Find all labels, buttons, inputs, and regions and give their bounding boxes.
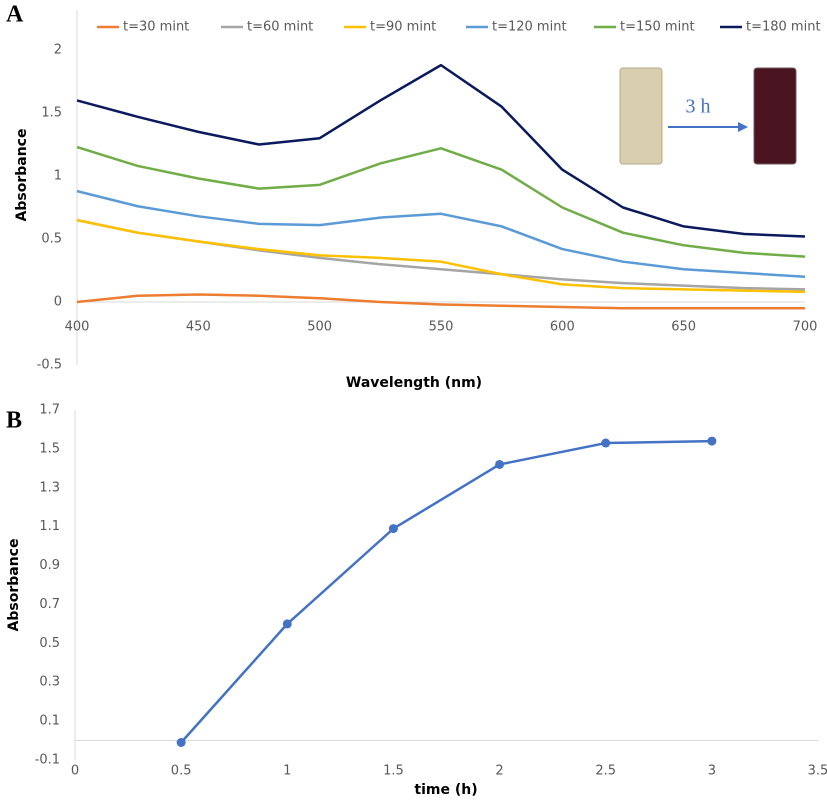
x-tick-label: 0 [71, 764, 79, 779]
y-tick-label: 0.5 [41, 232, 62, 247]
series-line [76, 293, 805, 310]
panel-label: B [6, 408, 22, 434]
x-tick-label: 550 [429, 320, 454, 335]
vial-after [753, 67, 797, 165]
marker [282, 619, 292, 629]
legend-label: t=120 mint [492, 20, 567, 35]
y-tick-label: 2 [54, 43, 62, 58]
y-tick-label: 0.3 [39, 675, 60, 690]
marker [707, 436, 717, 446]
marker [601, 438, 611, 448]
x-tick-label: 3 [708, 764, 716, 779]
annotation: 3 h [686, 96, 711, 118]
y-tick-label: 1.3 [39, 480, 60, 495]
x-axis-title: Wavelength (nm) [346, 375, 482, 391]
y-tick-label: 1.7 [39, 403, 60, 418]
marker [495, 459, 505, 469]
series-line [76, 218, 806, 294]
x-axis-title: time (h) [414, 782, 477, 798]
x-tick-label: 600 [550, 320, 575, 335]
marker [176, 738, 186, 747]
y-tick-label: 1.1 [39, 519, 60, 534]
legend-label: t=180 mint [746, 20, 821, 35]
x-tick-label: 3.5 [808, 764, 827, 779]
legend-label: t=90 mint [370, 20, 436, 35]
y-tick-label: 0.5 [39, 636, 60, 651]
y-tick-label: 0.7 [39, 597, 60, 612]
y-tick-label: 1.5 [41, 106, 62, 121]
y-axis-title: Absorbance [6, 539, 22, 632]
x-tick-label: 2.5 [595, 764, 616, 779]
y-axis-title: Absorbance [14, 129, 30, 222]
x-tick-label: 1 [283, 764, 291, 779]
x-tick-label: 0.5 [171, 764, 192, 779]
legend-label: t=150 mint [620, 20, 695, 35]
vial-before [619, 67, 663, 165]
x-tick-label: 400 [65, 320, 90, 335]
x-tick-label: 450 [186, 320, 211, 335]
x-tick-label: 1.5 [383, 764, 404, 779]
y-tick-label: 0.9 [39, 558, 60, 573]
legend-label: t=30 mint [123, 20, 189, 35]
series-line [76, 63, 806, 238]
panel-label: A [6, 2, 24, 28]
arrow-head [738, 122, 748, 132]
legend-label: t=60 mint [247, 20, 313, 35]
x-tick-label: 2 [495, 764, 503, 779]
marker [388, 524, 398, 534]
y-tick-label: -0.5 [37, 358, 62, 373]
y-tick-label: 0 [54, 295, 62, 310]
series-line [76, 145, 806, 258]
x-tick-label: 700 [793, 320, 818, 335]
series-line [76, 189, 806, 279]
y-tick-label: 1.5 [39, 441, 60, 456]
y-tick-label: -0.1 [35, 753, 60, 768]
series-line [180, 439, 712, 744]
y-tick-label: 0.1 [39, 714, 60, 729]
y-tick-label: 1 [54, 169, 62, 184]
x-tick-label: 500 [307, 320, 332, 335]
x-tick-label: 650 [671, 320, 696, 335]
